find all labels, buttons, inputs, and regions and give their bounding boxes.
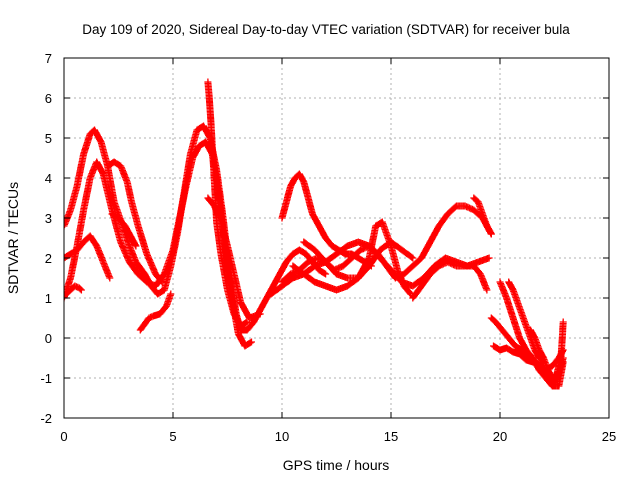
y-tick-label: -1 [40, 371, 52, 386]
x-tick-label: 5 [169, 429, 176, 444]
y-tick-label: 3 [45, 211, 52, 226]
y-tick-label: 7 [45, 51, 52, 66]
y-tick-label: 5 [45, 131, 52, 146]
y-axis-label: SDTVAR / TECUs [5, 182, 21, 294]
x-tick-label: 15 [384, 429, 398, 444]
chart-title: Day 109 of 2020, Sidereal Day-to-day VTE… [82, 22, 570, 37]
y-tick-label: 4 [45, 171, 52, 186]
x-axis-label: GPS time / hours [283, 457, 390, 473]
x-tick-label: 25 [602, 429, 616, 444]
y-tick-label: 1 [45, 291, 52, 306]
y-tick-label: 0 [45, 331, 52, 346]
sdtvar-chart: Day 109 of 2020, Sidereal Day-to-day VTE… [0, 0, 640, 480]
y-tick-label: 6 [45, 91, 52, 106]
x-tick-label: 20 [493, 429, 507, 444]
x-tick-label: 10 [275, 429, 289, 444]
y-tick-label: -2 [40, 411, 52, 426]
x-tick-label: 0 [60, 429, 67, 444]
y-tick-label: 2 [45, 251, 52, 266]
